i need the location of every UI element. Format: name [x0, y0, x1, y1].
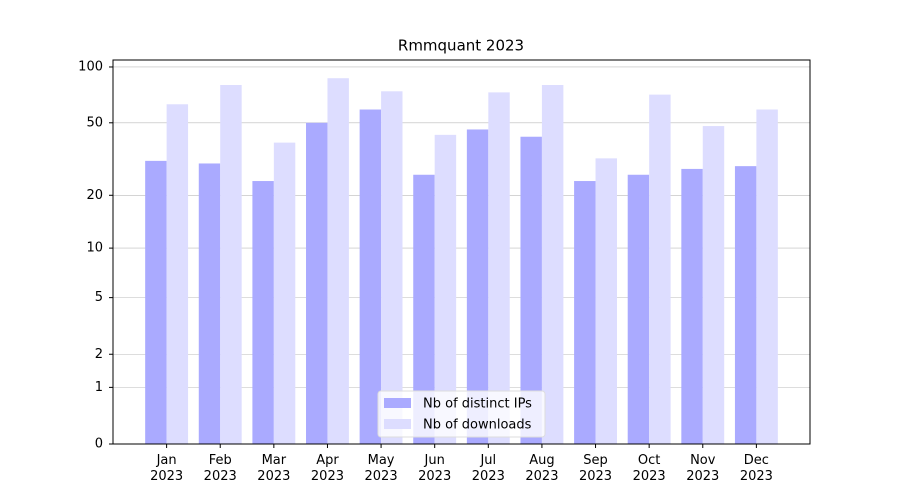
bar [734, 166, 757, 444]
bar [520, 136, 542, 445]
x-tick-label: May 2023 [364, 453, 398, 484]
bar [488, 92, 510, 445]
bar [541, 85, 564, 444]
y-tick-label: 1 [95, 380, 103, 395]
x-tick-label: Feb 2023 [203, 453, 237, 484]
y-tick-label: 20 [86, 188, 103, 203]
bar [306, 122, 328, 444]
x-tick-label: Oct 2023 [632, 453, 666, 484]
bar [681, 168, 703, 444]
bar [627, 174, 650, 444]
legend-swatch [384, 419, 411, 429]
x-tick-label: Jun 2023 [418, 453, 452, 484]
legend: Nb of distinct IPs Nb of downloads [377, 390, 546, 438]
x-tick-label: Aug 2023 [525, 453, 559, 484]
axes-frame [112, 59, 811, 445]
bar [381, 91, 403, 444]
y-tick-label: 10 [86, 241, 103, 256]
bar [145, 160, 167, 444]
y-tick-label: 100 [78, 59, 103, 74]
x-tick-label: Jul 2023 [471, 453, 505, 484]
bar [198, 163, 221, 445]
bar [273, 142, 296, 445]
legend-swatch [384, 398, 411, 408]
bar [434, 134, 457, 444]
bar [413, 174, 435, 444]
legend-label: Nb of downloads [423, 418, 532, 433]
bar [359, 109, 382, 445]
x-tick-label: Dec 2023 [739, 453, 773, 484]
bar [595, 158, 617, 444]
chart-title: Rmmquant 2023 [398, 37, 524, 55]
x-tick-label: Apr 2023 [310, 453, 344, 484]
bar [466, 129, 489, 444]
y-tick-label: 2 [95, 347, 103, 362]
legend-label: Nb of distinct IPs [423, 397, 532, 412]
x-tick-label: Nov 2023 [686, 453, 720, 484]
bar [327, 78, 349, 445]
y-tick-label: 50 [86, 115, 103, 130]
bar [649, 94, 671, 444]
x-tick-label: Mar 2023 [257, 453, 291, 484]
legend-box [377, 390, 546, 438]
bar [702, 126, 725, 444]
bar [252, 181, 274, 444]
bar [166, 104, 189, 445]
x-tick-label: Sep 2023 [578, 453, 613, 484]
y-tick-label: 5 [95, 290, 103, 305]
bar [220, 85, 242, 444]
y-tick-label: 0 [95, 437, 103, 452]
bar [574, 181, 596, 444]
x-tick-label: Jan 2023 [150, 453, 184, 484]
bar [756, 109, 778, 445]
